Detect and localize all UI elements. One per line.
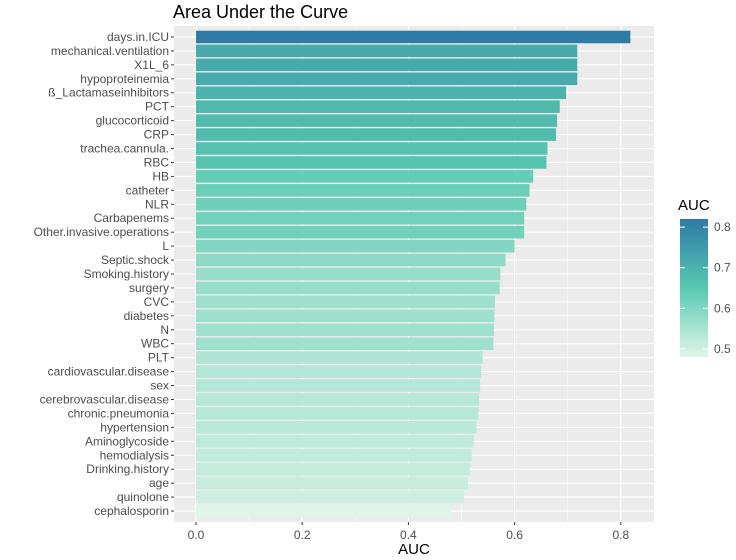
category-label: trachea.cannula. xyxy=(80,142,169,156)
category-label: X1L_6 xyxy=(134,58,169,72)
category-label: age xyxy=(149,476,169,490)
bar-Drinking.history xyxy=(196,462,470,476)
category-label: Aminoglycoside xyxy=(85,434,169,448)
bar-L xyxy=(196,239,515,253)
category-labels: days.in.ICUmechanical.ventilationX1L_6hy… xyxy=(34,30,174,518)
bar-glucocorticoid xyxy=(196,114,558,127)
category-label: hemodialysis xyxy=(100,448,169,462)
bar-chronic.pneumonia xyxy=(196,407,479,420)
category-label: catheter xyxy=(126,183,169,197)
bar-CRP xyxy=(196,128,557,141)
bar-Smoking.history xyxy=(196,267,501,281)
category-label: Septic.shock xyxy=(101,253,170,267)
category-label: PCT xyxy=(145,100,170,114)
category-label: sex xyxy=(150,379,169,393)
legend-tick-label: 0.5 xyxy=(714,342,731,356)
bar-Aminoglycoside xyxy=(196,435,474,448)
chart-title: Area Under the Curve xyxy=(173,2,348,22)
x-tick-label: 0.6 xyxy=(506,528,523,542)
bar-cerebrovascular.disease xyxy=(196,393,480,406)
bar-RBC xyxy=(196,156,547,169)
legend: AUC 0.5 0.6 0.7 0.8 xyxy=(678,197,731,357)
bar-WBC xyxy=(196,337,494,350)
category-label: cephalosporin xyxy=(94,504,169,518)
bar-quinolone xyxy=(196,490,465,504)
bar-Carbapenems xyxy=(196,211,525,225)
category-label: chronic.pneumonia xyxy=(68,406,170,420)
bar-N xyxy=(196,323,494,337)
category-label: HB xyxy=(152,169,169,183)
legend-colorbar xyxy=(680,219,708,357)
bar-CVC xyxy=(196,295,495,309)
bar-age xyxy=(196,476,468,490)
category-label: L xyxy=(162,239,169,253)
bar-hypoproteinemia xyxy=(196,72,578,86)
category-label: Carbapenems xyxy=(94,211,169,225)
bar-surgery xyxy=(196,281,500,295)
category-label: CRP xyxy=(144,128,169,142)
category-label: Other.invasive.operations xyxy=(34,225,169,239)
category-label: CVC xyxy=(144,295,170,309)
bar-HB xyxy=(196,170,534,183)
category-label: quinolone xyxy=(117,490,169,504)
x-axis-title: AUC xyxy=(398,541,430,558)
bar-ß_Lactamaseinhibitors xyxy=(196,86,567,100)
category-label: Smoking.history xyxy=(84,267,169,281)
legend-tick-label: 0.6 xyxy=(714,301,731,315)
bar-catheter xyxy=(196,184,530,197)
category-label: NLR xyxy=(145,197,169,211)
bar-sex xyxy=(196,379,481,392)
bar-mechanical.ventilation xyxy=(196,44,578,58)
category-label: PLT xyxy=(148,351,170,365)
x-tick-label: 0.0 xyxy=(188,528,205,542)
category-label: Drinking.history xyxy=(86,462,169,476)
category-label: WBC xyxy=(141,337,169,351)
x-tick-label: 0.4 xyxy=(400,528,417,542)
category-label: cardiovascular.disease xyxy=(48,365,170,379)
x-axis-ticks: 0.0 0.2 0.4 0.6 0.8 xyxy=(188,522,629,542)
bar-PCT xyxy=(196,100,560,113)
bar-diabetes xyxy=(196,309,495,323)
x-tick-label: 0.8 xyxy=(612,528,629,542)
bar-days.in.ICU xyxy=(196,30,631,44)
bars xyxy=(196,30,631,518)
category-label: hypertension xyxy=(100,420,169,434)
bar-NLR xyxy=(196,198,527,211)
category-label: RBC xyxy=(144,155,170,169)
bar-Other.invasive.operations xyxy=(196,225,525,239)
bar-X1L_6 xyxy=(196,58,578,72)
category-label: ß_Lactamaseinhibitors xyxy=(48,86,169,100)
category-label: diabetes xyxy=(124,309,169,323)
legend-tick-label: 0.8 xyxy=(714,220,731,234)
bar-cephalosporin xyxy=(196,504,451,518)
bar-hemodialysis xyxy=(196,448,472,462)
x-tick-label: 0.2 xyxy=(294,528,311,542)
category-label: surgery xyxy=(129,281,169,295)
category-label: N xyxy=(160,323,169,337)
category-label: hypoproteinemia xyxy=(80,72,169,86)
category-label: cerebrovascular.disease xyxy=(40,392,170,406)
bar-PLT xyxy=(196,351,483,364)
bar-Septic.shock xyxy=(196,253,506,267)
bar-trachea.cannula. xyxy=(196,142,548,155)
category-label: mechanical.ventilation xyxy=(51,44,169,58)
category-label: days.in.ICU xyxy=(107,30,169,44)
bar-hypertension xyxy=(196,421,477,434)
legend-tick-label: 0.7 xyxy=(714,261,731,275)
bar-cardiovascular.disease xyxy=(196,365,482,378)
legend-ticks: 0.5 0.6 0.7 0.8 xyxy=(680,220,731,356)
legend-title: AUC xyxy=(678,197,710,214)
category-label: glucocorticoid xyxy=(96,114,169,128)
